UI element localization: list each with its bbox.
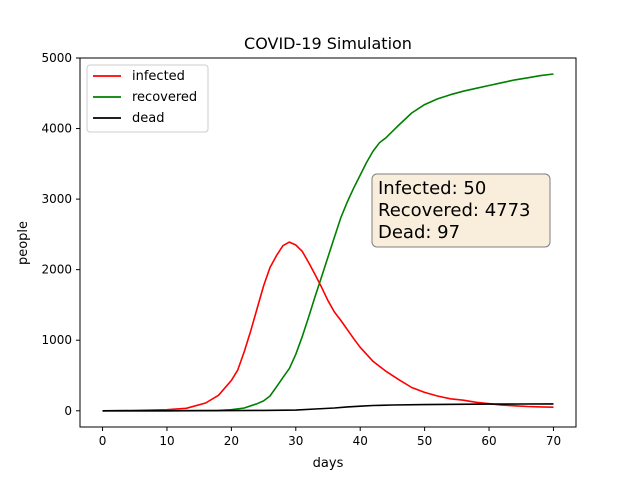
legend-box — [86, 64, 209, 133]
stats-recovered: Recovered: 4773 — [378, 200, 531, 221]
x-tick-label: 60 — [481, 434, 496, 448]
y-axis-label: people — [16, 221, 31, 265]
stats-annotation: Infected: 50 Recovered: 4773 Dead: 97 — [371, 173, 551, 248]
y-tick-label: 1000 — [41, 333, 72, 347]
x-tick-label: 20 — [224, 434, 239, 448]
x-tick-label: 30 — [288, 434, 303, 448]
x-tick-label: 50 — [417, 434, 432, 448]
y-tick-label: 0 — [64, 404, 72, 418]
legend-label-recovered: recovered — [132, 90, 197, 105]
series-line-dead — [102, 403, 554, 412]
x-tick-label: 0 — [99, 434, 107, 448]
legend: infected recovered dead — [86, 64, 209, 133]
y-tick-label: 4000 — [41, 122, 72, 136]
y-tick-label: 3000 — [41, 192, 72, 206]
y-tick-label: 2000 — [41, 263, 72, 277]
y-tick-label: 5000 — [41, 51, 72, 65]
y-axis: 0 1000 2000 3000 4000 5000 — [41, 51, 80, 418]
x-tick-label: 40 — [353, 434, 368, 448]
legend-label-dead: dead — [132, 111, 164, 126]
x-axis-label: days — [313, 456, 344, 471]
x-axis: 0 10 20 30 40 50 60 70 — [99, 427, 561, 448]
chart-title: COVID-19 Simulation — [244, 34, 412, 53]
legend-label-infected: infected — [132, 69, 185, 84]
stats-annotation-box — [371, 173, 551, 248]
x-tick-label: 10 — [159, 434, 174, 448]
series-line-recovered — [102, 73, 554, 412]
stats-dead: Dead: 97 — [378, 222, 460, 243]
series-layer — [102, 73, 554, 412]
series-line-infected — [102, 241, 554, 412]
plot-frame — [79, 57, 577, 428]
x-tick-label: 70 — [546, 434, 561, 448]
stats-infected: Infected: 50 — [378, 178, 486, 199]
